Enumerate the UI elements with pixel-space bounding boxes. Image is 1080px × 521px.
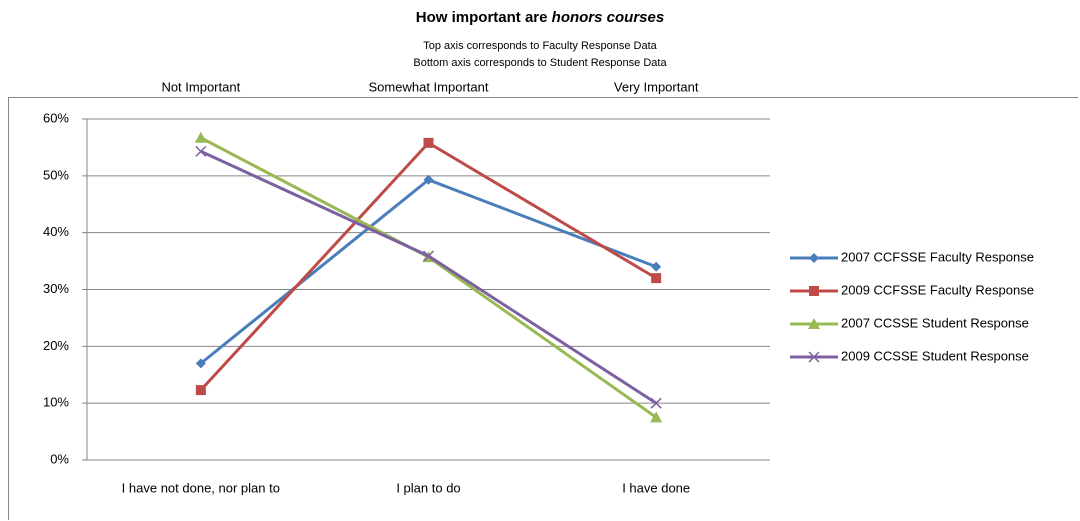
chart-frame <box>8 97 1078 520</box>
top-tick-label: Not Important <box>161 79 240 94</box>
subtitle: Bottom axis corresponds to Student Respo… <box>413 57 667 69</box>
title-emphasis: honors courses <box>552 9 665 26</box>
x-tick-label: I plan to do <box>396 480 460 495</box>
legend-label: 2009 CCSSE Student Response <box>841 348 1029 363</box>
y-tick-label: 0% <box>50 451 69 466</box>
marker <box>195 385 206 396</box>
marker <box>809 286 819 296</box>
y-tick-label: 10% <box>43 395 69 410</box>
marker <box>809 253 819 263</box>
y-tick-label: 40% <box>43 224 69 239</box>
marker <box>195 358 206 369</box>
legend-label: 2007 CCSSE Student Response <box>841 315 1029 330</box>
marker <box>651 273 662 284</box>
y-tick-label: 20% <box>43 338 69 353</box>
x-tick-label: I have not done, nor plan to <box>122 480 280 495</box>
marker <box>651 261 662 272</box>
x-tick-label: I have done <box>622 480 690 495</box>
chart-title: How important are honors courses <box>416 9 664 26</box>
marker <box>808 351 820 363</box>
marker <box>422 250 435 262</box>
legend-label: 2007 CCFSSE Faculty Response <box>841 249 1034 264</box>
top-tick-label: Somewhat Important <box>369 79 489 94</box>
y-tick-label: 30% <box>43 281 69 296</box>
title-text: How important are <box>416 9 548 26</box>
marker <box>423 137 434 148</box>
marker <box>194 131 207 143</box>
marker <box>650 411 663 423</box>
legend-label: 2009 CCFSSE Faculty Response <box>841 282 1034 297</box>
marker <box>650 397 662 409</box>
y-tick-label: 60% <box>43 110 69 125</box>
marker <box>195 145 207 157</box>
top-tick-label: Very Important <box>614 79 699 94</box>
subtitle: Top axis corresponds to Faculty Response… <box>423 40 657 52</box>
y-tick-label: 50% <box>43 167 69 182</box>
marker <box>808 318 820 329</box>
marker <box>423 174 434 185</box>
